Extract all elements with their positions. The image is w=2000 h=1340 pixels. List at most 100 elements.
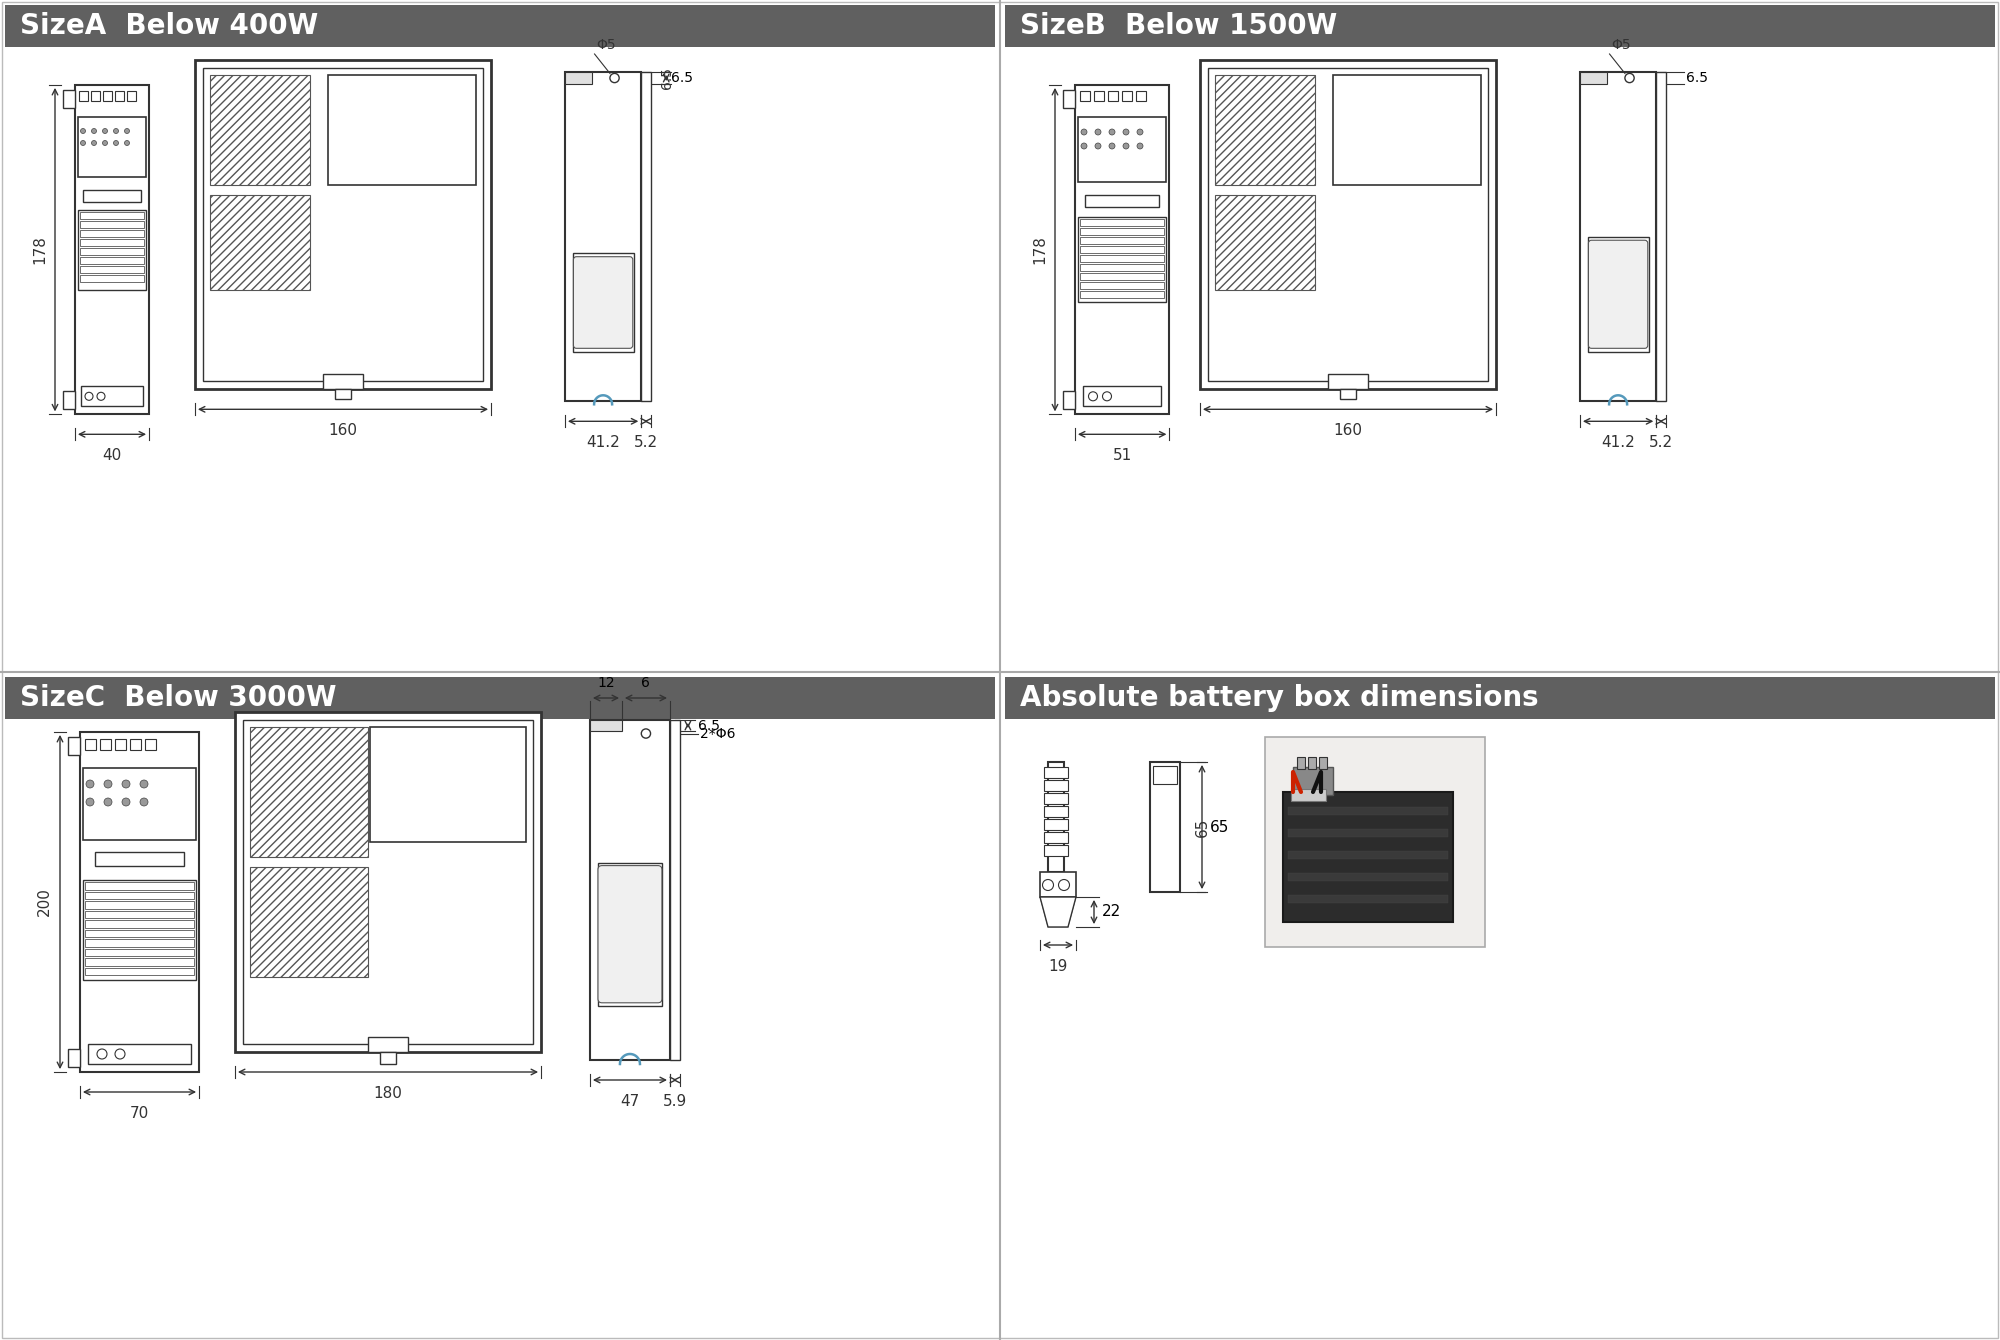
Bar: [196, 60, 492, 390]
Text: 5.9: 5.9: [662, 1093, 688, 1110]
Text: 19: 19: [1048, 959, 1068, 974]
Bar: [1266, 737, 1484, 947]
Text: 22: 22: [1102, 905, 1122, 919]
Circle shape: [1080, 129, 1088, 135]
FancyBboxPatch shape: [1588, 240, 1648, 348]
Text: 5.2: 5.2: [634, 436, 658, 450]
Text: SizeC  Below 3000W: SizeC Below 3000W: [20, 683, 336, 712]
Bar: [1216, 196, 1316, 289]
Bar: [80, 230, 144, 237]
Bar: [88, 1044, 192, 1064]
Bar: [116, 91, 124, 100]
Circle shape: [1102, 391, 1112, 401]
Bar: [80, 221, 144, 228]
Bar: [100, 738, 112, 750]
Bar: [336, 390, 352, 399]
Bar: [64, 90, 76, 109]
Bar: [210, 196, 310, 289]
Text: 12: 12: [598, 675, 614, 690]
Bar: [236, 712, 540, 1052]
Bar: [76, 84, 148, 414]
Circle shape: [96, 393, 104, 401]
Bar: [1340, 390, 1356, 399]
Bar: [590, 720, 622, 732]
Bar: [1288, 895, 1448, 903]
Bar: [1044, 832, 1068, 843]
Circle shape: [1096, 129, 1100, 135]
Bar: [78, 210, 146, 289]
Text: 5.2: 5.2: [1648, 436, 1674, 450]
Bar: [566, 72, 642, 401]
Bar: [1296, 757, 1304, 769]
Circle shape: [86, 799, 94, 805]
Bar: [1292, 766, 1332, 795]
Circle shape: [84, 393, 92, 401]
Circle shape: [1136, 129, 1144, 135]
Bar: [1152, 766, 1176, 784]
Bar: [380, 1052, 396, 1064]
Circle shape: [1124, 143, 1128, 149]
Polygon shape: [1040, 896, 1076, 927]
Bar: [1216, 75, 1316, 185]
Circle shape: [96, 1049, 108, 1059]
FancyBboxPatch shape: [598, 866, 662, 1002]
Text: 51: 51: [1112, 449, 1132, 464]
Text: 47: 47: [620, 1093, 640, 1110]
Text: 6.5: 6.5: [1686, 71, 1708, 84]
Bar: [1292, 789, 1326, 801]
Text: Φ5: Φ5: [1612, 38, 1632, 52]
Circle shape: [86, 780, 94, 788]
Circle shape: [116, 1049, 124, 1059]
Bar: [1094, 91, 1104, 100]
Text: 160: 160: [328, 423, 358, 438]
Circle shape: [104, 780, 112, 788]
Bar: [1320, 757, 1328, 769]
Text: 6: 6: [642, 675, 650, 690]
Bar: [1334, 75, 1480, 185]
Bar: [68, 737, 80, 754]
Circle shape: [1096, 143, 1100, 149]
Text: 160: 160: [1334, 423, 1362, 438]
Bar: [210, 75, 310, 185]
Bar: [1108, 91, 1118, 100]
Bar: [1040, 872, 1076, 896]
Bar: [80, 732, 200, 1072]
Circle shape: [140, 799, 148, 805]
Text: 6.5: 6.5: [660, 67, 674, 88]
Bar: [128, 91, 136, 100]
Bar: [1006, 677, 1996, 720]
Text: 6.5: 6.5: [672, 71, 694, 84]
Text: 41.2: 41.2: [586, 436, 620, 450]
Bar: [670, 720, 680, 1060]
Circle shape: [140, 780, 148, 788]
Bar: [1084, 386, 1162, 406]
Bar: [1580, 72, 1656, 401]
Bar: [84, 930, 194, 937]
Bar: [80, 212, 144, 218]
Circle shape: [124, 129, 130, 134]
Bar: [1328, 374, 1368, 390]
Bar: [1076, 84, 1170, 414]
Bar: [104, 91, 112, 100]
Bar: [1080, 264, 1164, 271]
Text: 200: 200: [36, 887, 52, 917]
Circle shape: [80, 141, 86, 146]
Bar: [84, 738, 96, 750]
Bar: [566, 72, 592, 84]
Bar: [642, 72, 650, 401]
Bar: [250, 867, 368, 977]
Circle shape: [642, 729, 650, 738]
Bar: [78, 117, 146, 177]
Circle shape: [80, 129, 86, 134]
Bar: [328, 75, 476, 185]
Bar: [84, 949, 194, 955]
Bar: [84, 967, 194, 976]
Text: Φ5: Φ5: [596, 38, 616, 52]
Bar: [92, 91, 100, 100]
Bar: [84, 900, 194, 909]
Bar: [1006, 5, 1996, 47]
Polygon shape: [1040, 896, 1076, 927]
Bar: [64, 391, 76, 409]
Bar: [84, 880, 196, 980]
Bar: [1080, 228, 1164, 234]
